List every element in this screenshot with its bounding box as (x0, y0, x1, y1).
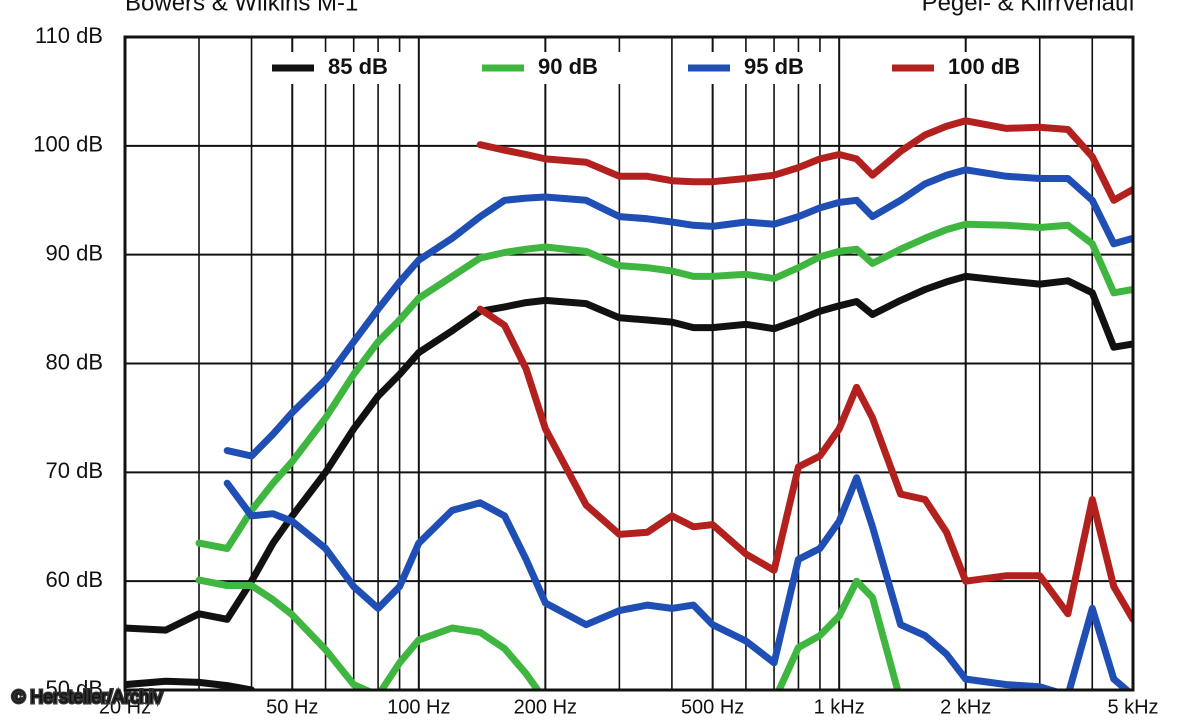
series-line (476, 117, 1133, 204)
legend-label: 100 dB (948, 54, 1020, 79)
x-tick-label: 200 Hz (514, 696, 577, 718)
credit: © Hersteller/Archiv (12, 687, 162, 707)
plot-frame (123, 35, 1135, 692)
y-tick-label: 70 dB (46, 458, 104, 483)
x-tick-label: 5 kHz (1107, 696, 1158, 718)
legend-label: 95 dB (744, 54, 804, 79)
y-tick-label: 80 dB (46, 349, 104, 374)
plot-area (125, 117, 1133, 690)
x-tick-label: 100 Hz (387, 696, 450, 718)
y-tick-label: 110 dB (35, 23, 103, 48)
x-tick-label: 1 kHz (814, 696, 865, 718)
series-line (125, 677, 255, 690)
y-tick-label: 100 dB (33, 132, 103, 157)
y-tick-label: 60 dB (46, 567, 104, 592)
series-line (125, 272, 1133, 634)
x-tick-label: 50 Hz (266, 696, 318, 718)
chart-title: Bowers & Wilkins M-1 (125, 0, 358, 16)
series-line (195, 576, 902, 690)
series-line (223, 166, 1133, 460)
y-tick-label: 90 dB (46, 240, 104, 265)
chart-subtitle: Pegel- & Klirrverlauf (922, 0, 1136, 16)
series-line (195, 220, 1133, 552)
series-line (476, 305, 1133, 623)
legend-label: 85 dB (328, 54, 388, 79)
x-tick-label: 500 Hz (681, 696, 744, 718)
x-tick-label: 2 kHz (940, 696, 991, 718)
legend-label: 90 dB (538, 54, 598, 79)
x-tick-label: 20 Hz (99, 696, 151, 718)
y-tick-label: 50 dB (46, 676, 104, 701)
series-line (223, 474, 1133, 690)
